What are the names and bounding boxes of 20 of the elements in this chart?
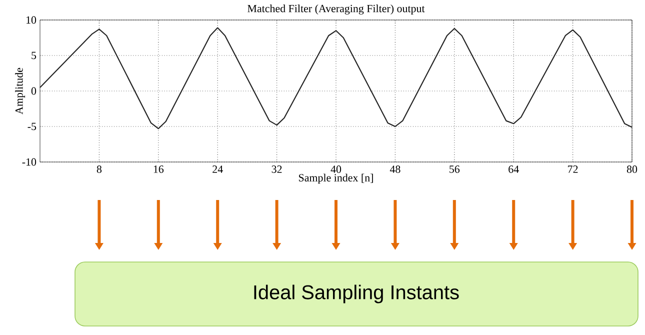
- x-tick-label: 80: [626, 166, 638, 173]
- y-tick-label: 10: [26, 16, 36, 24]
- y-tick-label: 0: [31, 87, 36, 95]
- chart-title: Matched Filter (Averaging Filter) output: [248, 4, 425, 14]
- y-axis-title: Amplitude: [15, 68, 26, 114]
- x-tick-label: 40: [330, 166, 342, 173]
- text: Ideal Sampling Instants: [254, 284, 459, 304]
- x-tick-label: 56: [450, 166, 460, 173]
- x-tick-label: 16: [154, 166, 164, 173]
- x-tick-label: 48: [390, 166, 400, 173]
- x-axis-title: Sample index [n]: [299, 174, 373, 184]
- x-tick-label: 72: [568, 166, 578, 173]
- line-series: [39, 27, 633, 130]
- y-tick-label: -10: [22, 158, 36, 166]
- y-tick-label: 5: [32, 52, 36, 60]
- x-tick-label: 24: [212, 166, 223, 173]
- x-tick-label: 32: [272, 166, 282, 173]
- x-tick-label: 8: [96, 166, 102, 173]
- x-tick-label: 64: [508, 166, 519, 173]
- y-tick-label: -5: [28, 122, 36, 130]
